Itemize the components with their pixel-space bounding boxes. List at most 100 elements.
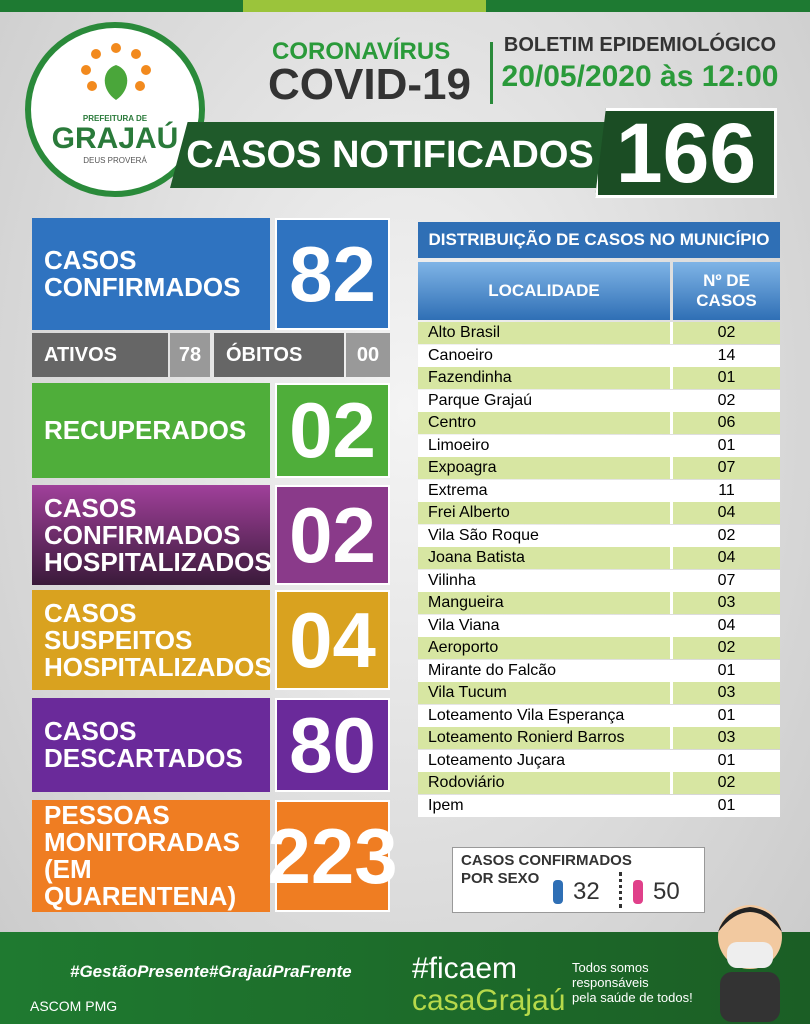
locality: Vila Tucum (428, 684, 507, 701)
table-row: Mangueira 03 (418, 592, 780, 614)
case-count: 04 (670, 502, 780, 524)
locality: Frei Alberto (428, 504, 510, 521)
case-count: 02 (670, 637, 780, 659)
notified-label: CASOS NOTIFICADOS (170, 122, 610, 188)
table-row: Alto Brasil 02 (418, 322, 780, 344)
hashtags: #GestãoPresente#GrajaúPraFrente (70, 962, 352, 981)
card-label: CASOS DESCARTADOS (32, 698, 270, 792)
table-row: Loteamento Ronierd Barros 03 (418, 727, 780, 749)
table-row: Centro 06 (418, 412, 780, 434)
case-count: 04 (670, 547, 780, 569)
coronavirus: CORONAVÍRUS (272, 38, 451, 65)
table-row: Expoagra 07 (418, 457, 780, 479)
case-count: 03 (670, 727, 780, 749)
case-count: 03 (670, 682, 780, 704)
case-count: 07 (670, 569, 780, 592)
table-row: Extrema 11 (418, 479, 780, 502)
card-value: 02 (275, 485, 390, 585)
logo: PREFEITURA DE GRAJAÚ DEUS PROVERÁ (25, 22, 205, 197)
female-count: 50 (653, 878, 680, 905)
covid: COVID-19 (268, 60, 471, 109)
label-line: HOSPITALIZADOS (44, 546, 272, 577)
table-row: Ipem 01 (418, 794, 780, 817)
locality: Joana Batista (428, 549, 525, 566)
case-count: 01 (670, 704, 780, 727)
card-suspected: CASOS SUSPEITOS HOSPITALIZADOS 04 (32, 590, 390, 690)
card-confirmed: CASOS CONFIRMADOS 82 (32, 218, 390, 330)
case-count: 04 (670, 614, 780, 637)
locality: Centro (428, 414, 477, 431)
table-row: Aeroporto 02 (418, 637, 780, 659)
table-row: Fazendinha 01 (418, 367, 780, 389)
locality: Vila Viana (428, 616, 500, 634)
case-count: 14 (670, 344, 780, 367)
case-count: 01 (670, 434, 780, 457)
table-row: Vilinha 07 (418, 569, 780, 592)
active-value: 78 (170, 333, 210, 377)
table-row: Loteamento Juçara 01 (418, 749, 780, 772)
separator (619, 872, 622, 908)
logo-motto: DEUS PROVERÁ (83, 156, 147, 165)
locality: Extrema (428, 481, 488, 499)
locality: Loteamento Ronierd Barros (428, 729, 625, 746)
locality: Limoeiro (428, 436, 490, 454)
table-header: Nº DE CASOS (673, 262, 780, 320)
locality: Vilinha (428, 571, 476, 589)
datetime: 20/05/2020 às 12:00 (501, 60, 779, 93)
card-label: CASOS CONFIRMADOS HOSPITALIZADOS (32, 485, 272, 585)
case-count: 01 (670, 749, 780, 772)
bulletin: BOLETIM EPIDEMIOLÓGICO (503, 34, 777, 56)
label-line: SUSPEITOS (44, 624, 193, 655)
credit: ASCOM PMG (30, 998, 118, 1014)
card-recovered: RECUPERADOS 02 (32, 383, 390, 478)
sex-title: POR SEXO (461, 870, 540, 887)
label-line: PESSOAS (44, 800, 170, 830)
slogan-line: responsáveis (572, 975, 649, 990)
locality: Mirante do Falcão (428, 661, 557, 679)
label-line: RECUPERADOS (44, 415, 247, 445)
table-row: Joana Batista 04 (418, 547, 780, 569)
deaths-label: ÓBITOS (214, 333, 344, 377)
table-row: Vila São Roque 02 (418, 524, 780, 547)
slogan-line: Todos somos (572, 960, 649, 975)
female-icon (633, 880, 643, 904)
table-title: DISTRIBUIÇÃO DE CASOS NO MUNICÍPIO (418, 222, 780, 258)
label-line: CASOS (44, 597, 137, 628)
card-label: PESSOAS MONITORADAS (EM QUARENTENA) (32, 800, 270, 912)
label-line: HOSPITALIZADOS (44, 651, 272, 682)
label-line: DESCARTADOS (44, 743, 243, 773)
logo-top: PREFEITURA DE (82, 114, 148, 123)
case-count: 01 (670, 794, 780, 817)
case-count: 01 (670, 659, 780, 682)
table-row: Parque Grajaú 02 (418, 389, 780, 412)
divider (490, 42, 493, 104)
label-line: CASOS (44, 245, 137, 275)
slogan-line: pela saúde de todos! (572, 990, 693, 1005)
top-stripe (0, 0, 810, 12)
locality: Loteamento Vila Esperança (428, 706, 625, 724)
case-count: 06 (670, 412, 780, 434)
card-label: CASOS SUSPEITOS HOSPITALIZADOS (32, 590, 272, 690)
locality: Canoeiro (428, 346, 493, 364)
label-line: CASOS (44, 716, 137, 746)
label-line: CONFIRMADOS (44, 519, 241, 550)
slogan: Todos somos responsáveis pela saúde de tod… (572, 960, 693, 1005)
label-line: CASOS (44, 492, 137, 523)
card-monitored: PESSOAS MONITORADAS (EM QUARENTENA) 223 (32, 800, 398, 912)
locality: Loteamento Juçara (428, 751, 565, 769)
table-row: Rodoviário 02 (418, 772, 780, 794)
locality: Alto Brasil (428, 324, 501, 341)
logo-icon (81, 43, 151, 100)
card-discarded: CASOS DESCARTADOS 80 (32, 698, 390, 792)
case-count: 02 (670, 772, 780, 794)
notified-value: 166 (595, 108, 777, 198)
locality: Expoagra (428, 459, 497, 476)
deaths-value: 00 (346, 333, 390, 377)
male-icon (553, 880, 563, 904)
table-row: Vila Tucum 03 (418, 682, 780, 704)
table-header: LOCALIDADE (418, 262, 670, 320)
locality: Vila São Roque (428, 526, 539, 544)
footer: #GestãoPresente#GrajaúPraFrente ASCOM PM… (0, 905, 810, 1024)
card-value: 04 (275, 590, 390, 690)
